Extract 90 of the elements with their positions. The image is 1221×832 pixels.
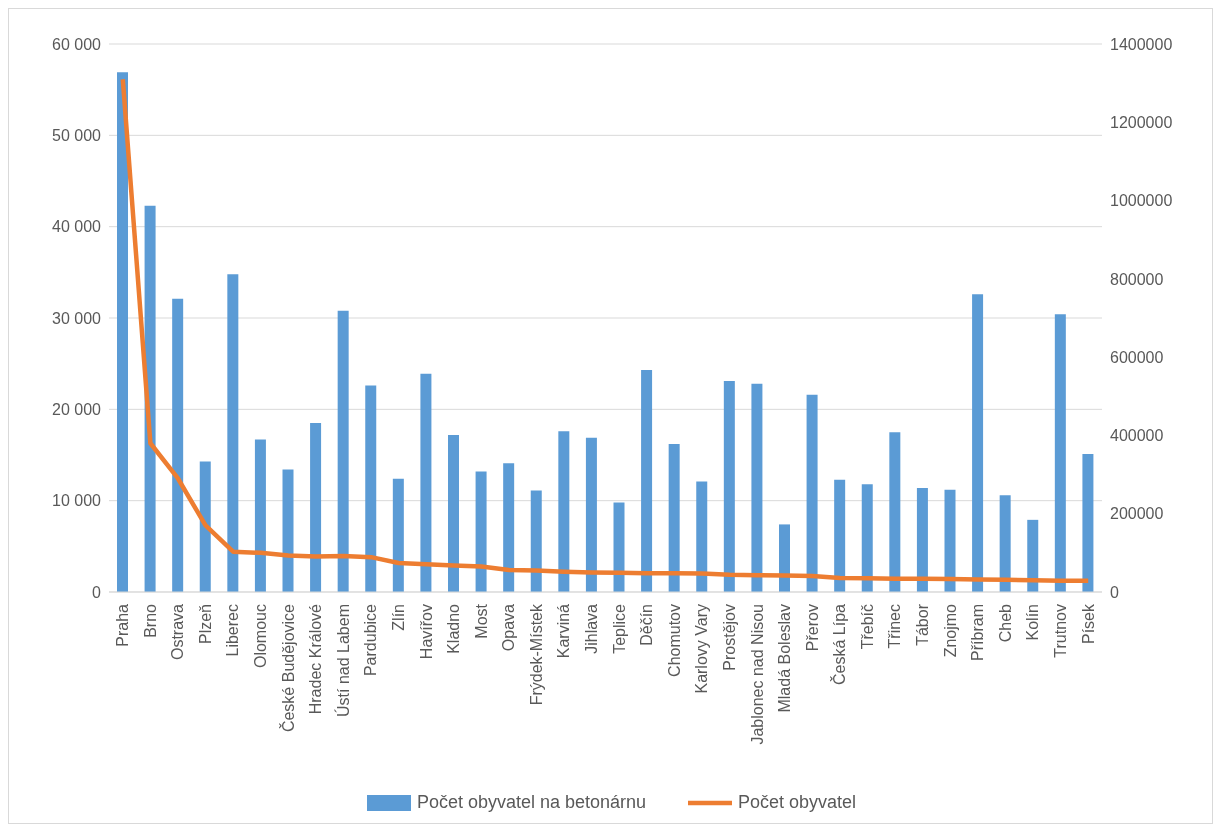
bar <box>668 444 680 592</box>
x-tick-label: Liberec <box>224 604 242 657</box>
bar <box>1054 314 1066 592</box>
x-tick-label: České Budějovice <box>278 603 297 733</box>
bar <box>392 478 404 592</box>
bar <box>641 370 653 592</box>
bar <box>254 439 266 592</box>
x-tick-label: Frýdek-Místek <box>527 603 545 706</box>
bar <box>530 490 542 592</box>
x-tick-label: Havířov <box>417 604 435 660</box>
x-tick-label: Přerov <box>803 604 821 652</box>
x-tick-label: Třinec <box>886 604 904 649</box>
bar <box>779 524 790 592</box>
x-tick-label: Jihlava <box>583 603 601 654</box>
bar <box>337 310 349 592</box>
y-tick-label: 0 <box>92 583 102 601</box>
x-tick-label: Praha <box>114 603 132 647</box>
bar <box>972 294 984 592</box>
y2-tick-label: 600000 <box>1110 348 1164 366</box>
y2-tick-label: 1400000 <box>1110 35 1173 53</box>
x-tick-label: Karlovy Vary <box>693 604 711 694</box>
y-tick-label: 20 000 <box>52 401 102 419</box>
bar <box>861 484 873 592</box>
bar <box>751 383 763 592</box>
x-tick-label: Opava <box>500 603 518 652</box>
bar <box>1082 454 1094 592</box>
x-tick-label: Tábor <box>914 603 932 646</box>
bar <box>310 423 322 592</box>
bar <box>585 437 597 592</box>
x-tick-label: Plzeň <box>196 604 214 645</box>
bar <box>475 471 487 592</box>
bar <box>503 463 515 592</box>
bar <box>723 381 735 592</box>
y-tick-label: 60 000 <box>52 35 102 53</box>
bar <box>916 487 928 592</box>
bar <box>889 432 901 592</box>
bar <box>613 502 625 592</box>
bar <box>696 481 708 592</box>
bar <box>806 394 818 592</box>
x-tick-label: Olomouc <box>252 604 270 669</box>
x-tick-label: Most <box>472 603 490 639</box>
x-tick-label: Ostrava <box>169 603 187 661</box>
bar <box>420 373 432 592</box>
y2-tick-label: 800000 <box>1110 270 1164 288</box>
bar <box>834 479 846 592</box>
x-tick-label: Prostějov <box>720 604 738 671</box>
y2-tick-label: 1200000 <box>1110 113 1173 131</box>
bar <box>1027 519 1039 592</box>
x-tick-label: Teplice <box>610 603 628 654</box>
x-tick-label: Česká Lípa <box>830 603 849 685</box>
bar <box>365 385 377 592</box>
bar <box>282 469 294 592</box>
bar <box>199 461 211 592</box>
y2-tick-label: 0 <box>1110 583 1119 601</box>
x-tick-label: Kladno <box>445 603 463 654</box>
x-tick-label: Cheb <box>996 603 1014 643</box>
bar <box>558 431 570 592</box>
line-series <box>120 76 1091 583</box>
x-tick-label: Pardubice <box>362 603 380 677</box>
legend-label: Počet obyvatel na betonárnu <box>416 792 647 813</box>
bar <box>448 434 459 592</box>
bar <box>144 205 156 592</box>
x-tick-label: Zlín <box>389 604 407 631</box>
x-tick-label: Chomutov <box>665 604 683 677</box>
bar <box>227 274 239 592</box>
y2-tick-label: 400000 <box>1110 427 1164 445</box>
y2-tick-label: 1000000 <box>1110 192 1173 210</box>
x-tick-label: Znojmo <box>941 603 959 658</box>
x-tick-label: Ústí nad Labem <box>333 604 352 717</box>
x-tick-label: Příbram <box>969 604 987 661</box>
y-tick-label: 10 000 <box>52 492 102 510</box>
x-tick-label: Hradec Králové <box>307 603 325 715</box>
x-tick-label: Mladá Boleslav <box>776 604 794 713</box>
x-tick-label: Jablonec nad Nisou <box>748 604 766 745</box>
x-tick-label: Děčín <box>638 604 656 646</box>
x-tick-label: Písek <box>1079 603 1097 645</box>
y-tick-label: 30 000 <box>52 309 102 327</box>
bar <box>117 72 128 592</box>
legend-label: Počet obyvatel <box>738 792 857 813</box>
x-tick-label: Brno <box>141 603 159 638</box>
x-tick-label: Třebíč <box>858 604 876 650</box>
bar <box>999 495 1011 592</box>
x-tick-label: Kolín <box>1024 604 1042 641</box>
y-tick-label: 40 000 <box>52 218 102 236</box>
bar <box>944 489 956 592</box>
bar <box>172 298 184 592</box>
y2-tick-label: 200000 <box>1110 505 1164 523</box>
x-tick-label: Karviná <box>555 603 573 659</box>
x-tick-label: Trutnov <box>1051 604 1069 658</box>
y-tick-label: 50 000 <box>52 127 102 145</box>
